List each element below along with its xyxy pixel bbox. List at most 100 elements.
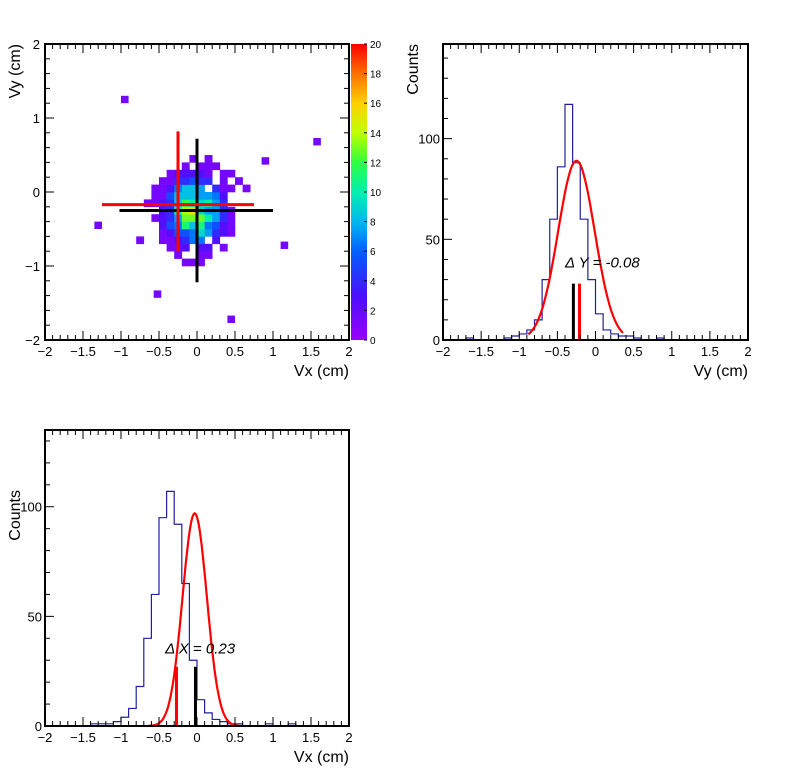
colorbar-tick-label: 4 bbox=[370, 277, 376, 288]
colorbar-tick-label: 20 bbox=[370, 40, 382, 51]
vy-x-tick-label: −1 bbox=[512, 344, 527, 359]
vx-y-tick-label: 100 bbox=[20, 500, 42, 515]
heatmap-cell bbox=[181, 243, 190, 252]
heatmap-x-tick-label: 2 bbox=[345, 344, 352, 359]
heatmap-cell bbox=[159, 229, 167, 237]
delta-x-annotation: Δ X = 0.23 bbox=[164, 641, 236, 658]
heatmap-cell bbox=[197, 177, 205, 185]
heatmap-cell bbox=[212, 184, 221, 193]
vx-x-ticks: −2 −1.5 −1 −0.5 0 0.5 1 1.5 2 bbox=[38, 430, 353, 745]
heatmap-cell bbox=[159, 214, 167, 222]
heatmap-cell bbox=[197, 162, 205, 171]
colorbar-tick-label: 10 bbox=[370, 188, 382, 199]
heatmap-cell bbox=[197, 229, 205, 237]
heatmap-cell bbox=[219, 184, 228, 193]
heatmap-cell bbox=[204, 162, 213, 171]
heatmap-x-tick-label: −1.5 bbox=[70, 344, 96, 359]
vx-x-tick-label: −1.5 bbox=[70, 730, 96, 745]
heatmap-cell bbox=[181, 184, 190, 193]
heatmap-x-ticks: −2 −1.5 −1 −0.5 0 0.5 1 1.5 2 bbox=[38, 44, 353, 359]
heatmap-cell bbox=[181, 236, 190, 245]
heatmap-x-tick-label: −1 bbox=[114, 344, 129, 359]
heatmap-cell bbox=[219, 243, 228, 252]
heatmap-y-tick-label: 0 bbox=[33, 185, 40, 200]
heatmap-y-axis-label: Vy (cm) bbox=[7, 44, 24, 99]
vy-y-tick-label: 50 bbox=[426, 232, 440, 247]
vy-histogram-outline bbox=[458, 103, 665, 341]
vx-histogram-panel: −2 −1.5 −1 −0.5 0 0.5 1 1.5 2 0 50 100 Vx (cm) Cou… bbox=[7, 429, 353, 766]
heatmap-x-axis-label: Vx (cm) bbox=[294, 363, 349, 380]
colorbar-tick-label: 18 bbox=[370, 70, 382, 81]
vx-x-tick-label: 1.5 bbox=[302, 730, 320, 745]
heatmap-cell bbox=[212, 221, 221, 230]
heatmap-cell bbox=[235, 177, 243, 185]
heatmap-cell bbox=[166, 192, 175, 200]
heatmap-cell bbox=[227, 229, 236, 237]
heatmap-y-ticks: −2 −1 0 1 2 bbox=[25, 37, 349, 348]
heatmap-cell bbox=[219, 192, 228, 200]
centroid-crosses bbox=[102, 131, 273, 283]
heatmap-cell bbox=[166, 184, 175, 193]
heatmap-y-tick-label: −2 bbox=[25, 333, 40, 348]
heatmap-cell bbox=[189, 236, 198, 245]
vy-x-axis-label: Vy (cm) bbox=[693, 363, 748, 380]
heatmap-cell bbox=[242, 184, 251, 193]
heatmap-cell bbox=[159, 221, 167, 230]
delta-y-annotation: Δ Y = -0.08 bbox=[564, 255, 640, 272]
heatmap-cell bbox=[204, 251, 213, 259]
heatmap-cell bbox=[166, 229, 175, 237]
vy-gaussian-fit bbox=[527, 159, 624, 336]
heatmap-cell bbox=[151, 214, 160, 222]
vy-y-axis-label: Counts bbox=[405, 44, 422, 95]
heatmap-cell bbox=[227, 184, 236, 193]
vx-y-ticks: 0 50 100 bbox=[20, 440, 54, 734]
vx-x-tick-label: 1 bbox=[269, 730, 276, 745]
heatmap-cell bbox=[181, 214, 190, 222]
colorbar-tick-label: 14 bbox=[370, 129, 382, 140]
colorbar-tick-label: 16 bbox=[370, 99, 382, 110]
heatmap-cell bbox=[159, 184, 167, 193]
colorbar bbox=[351, 44, 367, 340]
heatmap-cell bbox=[189, 221, 198, 230]
colorbar-ticks: 0 2 4 6 8 10 12 14 16 18 20 bbox=[364, 40, 382, 347]
heatmap-cell bbox=[121, 95, 129, 104]
vy-x-tick-label: −0.5 bbox=[545, 344, 571, 359]
vx-y-tick-label: 50 bbox=[28, 609, 42, 624]
heatmap-cell bbox=[159, 192, 167, 200]
heatmap-cell bbox=[166, 214, 175, 222]
heatmap-cell bbox=[166, 169, 175, 178]
vy-x-tick-label: 0 bbox=[592, 344, 599, 359]
heatmap-cell bbox=[181, 169, 190, 178]
heatmap-x-tick-label: −2 bbox=[38, 344, 53, 359]
heatmap-cell bbox=[204, 192, 213, 200]
vx-y-tick-label: 0 bbox=[35, 719, 42, 734]
heatmap-cell bbox=[189, 169, 198, 178]
colorbar-tick-label: 2 bbox=[370, 306, 376, 317]
vy-histogram-panel: −2 −1.5 −1 −0.5 0 0.5 1 1.5 2 0 50 100 Vy (cm) Cou… bbox=[405, 43, 752, 380]
vy-y-tick-label: 0 bbox=[433, 333, 440, 348]
vx-x-tick-label: −1 bbox=[114, 730, 129, 745]
vy-histogram-plot bbox=[458, 103, 665, 341]
heatmap-cell bbox=[189, 155, 198, 163]
heatmap-cell bbox=[159, 236, 167, 245]
vy-x-tick-label: −2 bbox=[436, 344, 451, 359]
heatmap-cell bbox=[189, 214, 198, 222]
heatmap-cell bbox=[219, 169, 228, 178]
heatmap-cell bbox=[219, 221, 228, 230]
heatmap-cell bbox=[227, 214, 236, 222]
heatmap-cell bbox=[204, 214, 213, 222]
heatmap-cell bbox=[219, 177, 228, 185]
heatmap-cell bbox=[204, 177, 213, 185]
heatmap-x-tick-label: 1 bbox=[269, 344, 276, 359]
heatmap-cell bbox=[151, 192, 160, 200]
heatmap-y-tick-label: −1 bbox=[25, 259, 40, 274]
heatmap-cell bbox=[197, 184, 205, 193]
heatmap-x-tick-label: 0.5 bbox=[226, 344, 244, 359]
heatmap-cell bbox=[212, 214, 221, 222]
vy-x-tick-label: 0.5 bbox=[625, 344, 643, 359]
heatmap-cell bbox=[166, 221, 175, 230]
vx-x-tick-label: −0.5 bbox=[146, 730, 172, 745]
vy-x-tick-label: −1.5 bbox=[468, 344, 494, 359]
heatmap-x-tick-label: 1.5 bbox=[302, 344, 320, 359]
heatmap-cell bbox=[227, 221, 236, 230]
